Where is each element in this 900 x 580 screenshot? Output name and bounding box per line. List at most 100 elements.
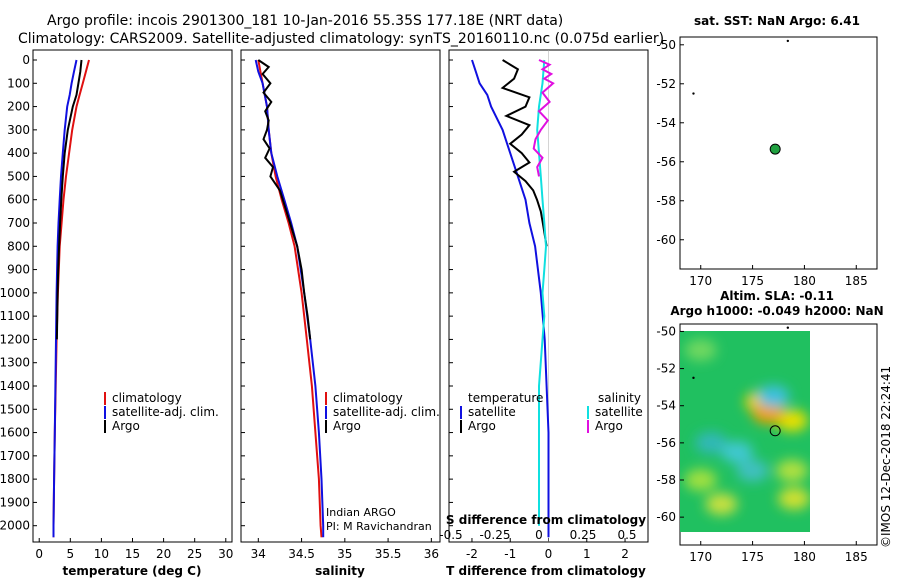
salinity-axes [240,49,441,543]
sla-anomaly-patch [757,385,790,408]
x-tick-label: 185 [845,550,868,564]
y-tick-label: -52 [656,77,676,91]
depth-tick-label: 1700 [0,449,30,463]
depth-tick-label: 1200 [0,332,30,346]
float-position-marker [769,425,781,437]
x-tick-label-salinity: -0.25 [479,528,510,542]
annotation-pi: PI: M Ravichandran [326,520,432,533]
sst-map-axes [679,36,878,270]
x-tick-label: 25 [187,547,202,561]
y-tick-label: -58 [656,194,676,208]
map-dot [692,92,695,95]
depth-tick-label: 200 [7,100,30,114]
depth-tick-label: 1400 [0,379,30,393]
series-line-s-argo [532,59,555,177]
sla-anomaly-patch [684,469,717,491]
map-dot [692,376,695,380]
x-tick-label-salinity: 0 [535,528,543,542]
depth-tick-label: 400 [7,146,30,160]
sla-map-title1: Altim. SLA: -0.11 [720,289,834,303]
legend-label-t-argo: Argo [468,419,496,433]
sla-anomaly-patch [721,441,754,464]
x-tick-label: -1 [504,547,516,561]
depth-tick-label: 1600 [0,426,30,440]
x-tick-label: 34.5 [288,547,315,561]
y-tick-label: -54 [656,399,676,413]
legend-label-s-argo: Argo [595,419,623,433]
sst-map-title: sat. SST: NaN Argo: 6.41 [694,14,860,28]
x-tick-label: 20 [156,547,171,561]
title-line2: Climatology: CARS2009. Satellite-adjuste… [18,31,664,47]
depth-tick-label: 300 [7,123,30,137]
depth-tick-label: 1300 [0,356,30,370]
salinity-xlabel: salinity [315,564,365,578]
x-tick-label: 1 [583,547,591,561]
series-line-t-argo [500,59,548,247]
y-tick-label: -56 [656,436,676,450]
sla-anomaly-patch [695,431,728,454]
depth-axis: 0 100 200 300 400 500 600 700 800 900 1000 1100 1200… [0,53,453,533]
legend-title-salinity: salinity [598,391,641,405]
depth-tick-label: 2000 [0,519,30,533]
y-tick-label: -50 [656,38,676,52]
legend-title-temperature: temperature [468,391,543,405]
y-tick-label: -56 [656,155,676,169]
x-tick-label: 35 [337,547,352,561]
footer-credit: ©IMOS 12-Dec-2018 22:24:41 [879,366,893,548]
depth-tick-label: 500 [7,169,30,183]
depth-tick-label: 0 [22,53,30,67]
depth-tick-label: 800 [7,239,30,253]
series-line-satellite-adj-clim- [52,59,78,538]
temperature-plot: 0 5 10 15 20 25 30 [35,59,233,561]
depth-tick-label: 1500 [0,402,30,416]
x-tick-label: 34 [251,547,266,561]
sla-anomaly-patch [736,459,769,482]
map-dot [786,326,790,329]
float-position-marker [769,143,781,155]
y-tick-label: -58 [656,473,676,487]
series-line-climatology [257,59,323,538]
depth-tick-label: 900 [7,263,30,277]
x-tick-label: 185 [845,274,868,288]
difference-plot: -2 -1 0 1 2 -0.5 -0.25 0 0.25 0.5 [439,50,637,561]
legend-label-argo: Argo [112,419,140,433]
series-line-satellite-adj-clim- [254,59,325,538]
x-tick-label: 175 [741,550,764,564]
x-tick-label: 30 [218,547,233,561]
x-tick-label-salinity: 0.25 [570,528,597,542]
x-tick-label: 5 [66,547,74,561]
x-tick-label: 180 [793,274,816,288]
x-tick-label: 0 [545,547,553,561]
y-tick-label: -50 [656,324,676,338]
sla-anomaly-patch [775,409,808,432]
legend-label-climatology: climatology [333,391,403,405]
legend-label-climatology: climatology [112,391,182,405]
sla-map-title2: Argo h1000: -0.049 h2000: NaN [670,304,883,318]
x-tick-label-salinity: -0.5 [439,528,462,542]
depth-tick-label: 1000 [0,286,30,300]
x-tick-label: 2 [621,547,629,561]
sla-anomaly-patch [684,339,717,361]
legend-label-t-satellite: satellite [468,405,516,419]
y-tick-label: -52 [656,362,676,376]
sla-anomaly-patch [752,402,785,425]
y-tick-label: -60 [656,233,676,247]
legend-label-satellite: satellite-adj. clim. [112,405,219,419]
sla-anomaly-patch [778,487,810,510]
legend-label-argo: Argo [333,419,361,433]
legend-label-s-satellite: satellite [595,405,643,419]
temperature-axes [32,49,233,543]
difference-xlabel: T difference from climatology [446,564,646,578]
x-tick-label: 170 [689,274,712,288]
x-tick-label-salinity: 0.5 [617,528,636,542]
sla-anomaly-patch [705,493,738,516]
x-tick-label: 10 [94,547,109,561]
y-tick-label: -54 [656,116,676,130]
salinity-legend: climatology satellite-adj. clim. Argo In… [325,391,440,533]
series-line-t-satellite [471,59,550,538]
depth-tick-label: 700 [7,216,30,230]
map-dot [786,39,790,43]
sla-anomaly-patch [775,459,808,482]
series-line-climatology [52,59,90,538]
